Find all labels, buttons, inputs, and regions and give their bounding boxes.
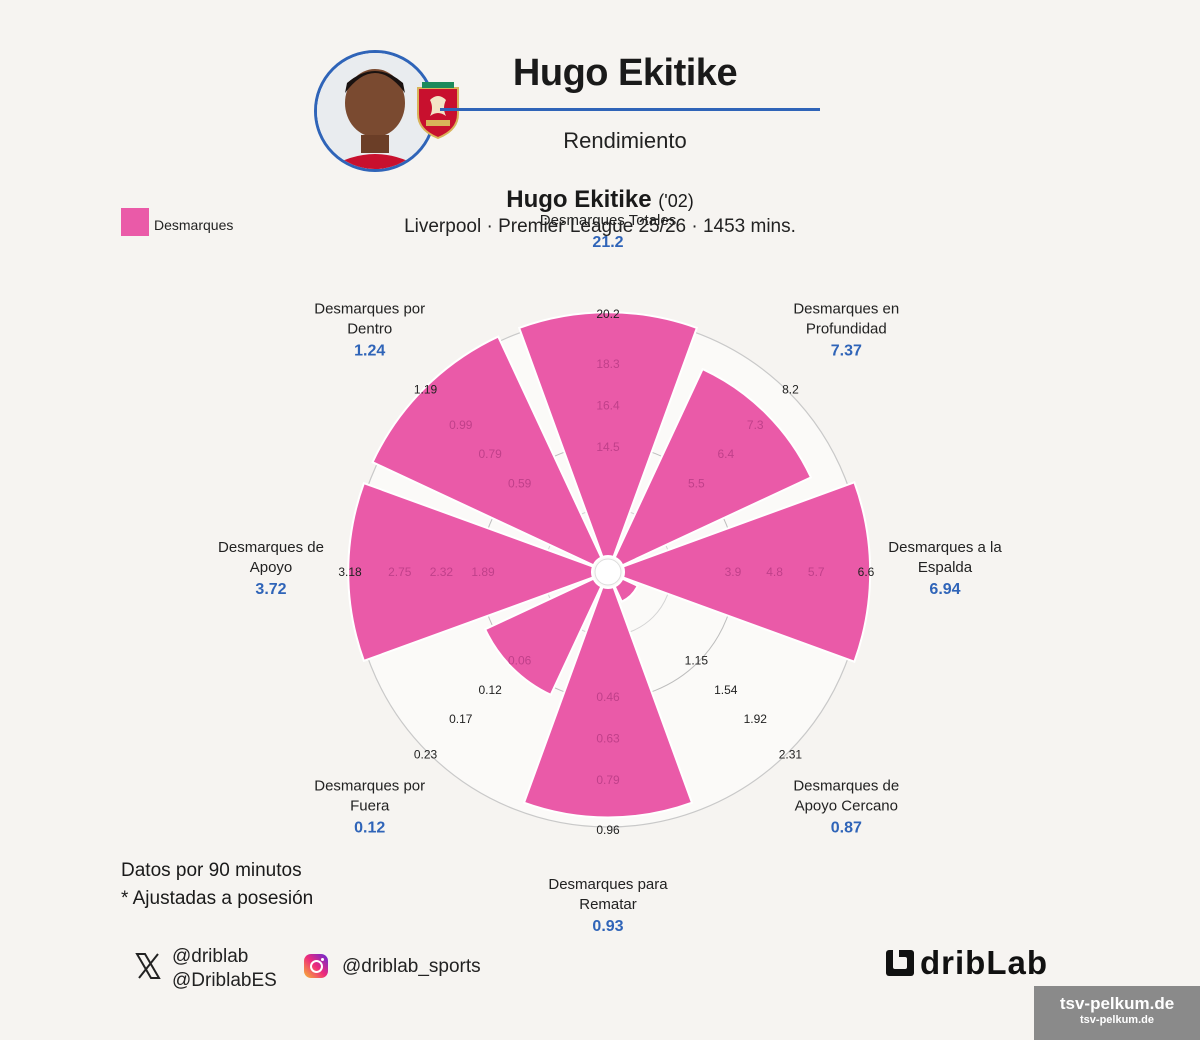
axis-tick-label: 1.89: [471, 565, 495, 579]
category-label: Apoyo: [250, 559, 293, 576]
category-value: 0.93: [592, 918, 623, 935]
category-value: 0.87: [831, 819, 862, 836]
axis-tick-label: 7.3: [747, 418, 764, 432]
legend-swatch: [121, 208, 149, 236]
axis-tick-label: 4.8: [766, 565, 783, 579]
polar-bar: [371, 335, 603, 567]
category-label: Desmarques Totales: [540, 212, 676, 229]
category-label: Desmarques para: [548, 876, 668, 893]
category-label: Desmarques de: [218, 539, 324, 556]
polar-bar: [517, 311, 699, 559]
category-label: Desmarques a la: [888, 539, 1002, 556]
axis-tick-label: 0.79: [596, 773, 620, 787]
brand-name: dribLab: [920, 944, 1048, 981]
axis-max-label: 1.19: [414, 383, 438, 397]
driblab-logo-icon: [884, 946, 918, 980]
axis-max-label: 0.23: [414, 747, 438, 761]
axis-max-label: 20.2: [596, 307, 620, 321]
axis-tick-label: 0.99: [449, 418, 473, 432]
axis-tick-label: 2.32: [430, 565, 454, 579]
axis-tick-label: 14.5: [596, 440, 620, 454]
axis-tick-label: 0.63: [596, 732, 620, 746]
category-label: Apoyo Cercano: [795, 797, 898, 814]
category-value: 7.37: [831, 343, 862, 360]
axis-tick-label: 16.4: [596, 398, 620, 412]
center-hole: [594, 558, 622, 586]
category-value: 1.24: [354, 343, 385, 360]
page-subtitle: Rendimiento: [563, 128, 687, 153]
polar-bar: [621, 481, 872, 663]
axis-max-label: 0.96: [596, 823, 620, 837]
header-divider: [440, 108, 820, 111]
axis-tick-label: 6.4: [717, 447, 734, 461]
category-value: 3.72: [255, 581, 286, 598]
category-label: Dentro: [347, 321, 392, 338]
category-value: 6.94: [929, 581, 960, 598]
player-name: Hugo Ekitike: [512, 52, 738, 94]
category-label: Fuera: [350, 797, 390, 814]
category-value: 21.2: [592, 234, 623, 251]
polar-bar: [613, 577, 639, 603]
legend-label: Desmarques: [154, 217, 234, 233]
x-handle-2[interactable]: @DriblabES: [172, 970, 277, 991]
x-handle-1[interactable]: @driblab: [172, 946, 249, 967]
axis-tick-label: 1.92: [744, 712, 768, 726]
watermark-line-1: tsv-pelkum.de: [1059, 994, 1175, 1013]
polar-bar: [347, 481, 595, 663]
polar-bar: [613, 367, 813, 567]
axis-max-label: 8.2: [782, 383, 799, 397]
axis-max-label: 6.6: [858, 565, 875, 579]
axis-tick-label: 1.54: [714, 683, 738, 697]
axis-tick-label: 0.12: [479, 683, 503, 697]
category-label: Desmarques en: [793, 301, 899, 318]
category-value: 0.12: [354, 819, 385, 836]
category-label: Desmarques por: [314, 301, 425, 318]
axis-tick-label: 0.06: [508, 653, 532, 667]
chart-title: Hugo Ekitike ('02): [300, 186, 900, 214]
axis-max-label: 3.18: [338, 565, 362, 579]
axis-tick-label: 0.46: [596, 690, 620, 704]
axis-tick-label: 3.9: [725, 565, 742, 579]
per90-note: Datos por 90 minutos: [121, 860, 302, 881]
player-avatar: [314, 50, 436, 172]
chart-subtitle: Liverpool · Premier League 25/26 · 1453 …: [404, 216, 796, 237]
watermark: tsv-pelkum.de tsv-pelkum.de: [1034, 986, 1200, 1040]
axis-tick-label: 5.7: [808, 565, 825, 579]
chart-title-year: ('02): [658, 191, 694, 211]
axis-tick-label: 5.5: [688, 477, 705, 491]
category-label: Rematar: [579, 896, 637, 913]
x-logo-icon: [134, 952, 162, 980]
instagram-handle[interactable]: @driblab_sports: [342, 956, 481, 977]
watermark-line-2: tsv-pelkum.de: [1080, 1014, 1154, 1026]
polar-bar: [483, 577, 603, 697]
category-label: Espalda: [918, 559, 973, 576]
polar-bar: [522, 585, 694, 819]
category-label: Desmarques por: [314, 777, 425, 794]
axis-tick-label: 0.17: [449, 712, 473, 726]
chart-title-name: Hugo Ekitike: [506, 186, 652, 213]
category-label: Profundidad: [806, 321, 887, 338]
axis-tick-label: 2.75: [388, 565, 412, 579]
axis-tick-label: 18.3: [596, 357, 620, 371]
axis-tick-label: 0.79: [479, 447, 503, 461]
axis-tick-label: 1.15: [685, 653, 709, 667]
instagram-icon: [304, 954, 328, 978]
axis-max-label: 2.31: [779, 747, 803, 761]
axis-tick-label: 0.59: [508, 477, 532, 491]
category-label: Desmarques de: [793, 777, 899, 794]
liverpool-crest-icon: [412, 80, 464, 140]
adjusted-note: * Ajustadas a posesión: [121, 888, 314, 909]
